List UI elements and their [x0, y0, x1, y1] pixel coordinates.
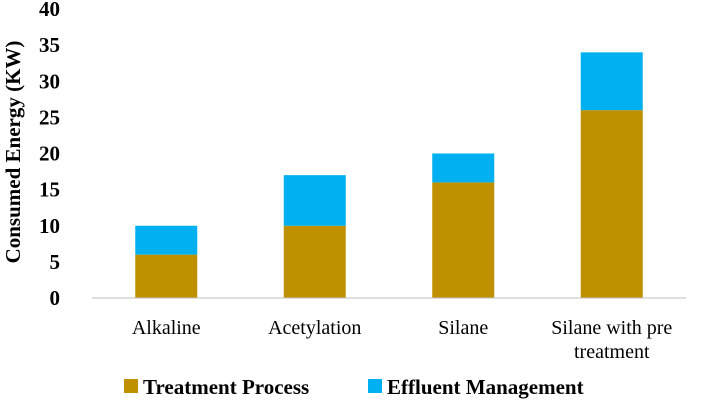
bar-effluent-management	[432, 153, 495, 183]
x-tick-label: Acetylation	[268, 317, 361, 339]
y-tick-label: 30	[39, 69, 60, 93]
legend-swatch	[368, 379, 382, 393]
legend-label: Effluent Management	[387, 375, 584, 399]
y-tick-label: 5	[50, 250, 61, 274]
y-tick-label: 20	[39, 142, 60, 166]
legend: Treatment Process Effluent Management	[124, 375, 584, 399]
bar-effluent-management	[580, 52, 643, 111]
y-tick-label: 15	[39, 178, 60, 202]
bar-effluent-management	[283, 175, 346, 226]
bar-treatment-process	[432, 182, 495, 298]
y-tick-label: 10	[39, 214, 60, 238]
bars	[135, 52, 643, 299]
y-tick-label: 0	[50, 286, 61, 310]
y-tick-label: 35	[39, 33, 60, 57]
y-tick-label: 40	[39, 0, 60, 21]
y-axis-label: Consumed Energy (KW)	[1, 41, 25, 264]
x-axis-tick-labels: Alkaline Acetylation Silane Silane with pre…	[132, 317, 673, 363]
x-tick-label: Silane with pre treatment	[551, 317, 672, 363]
bar-effluent-management	[135, 225, 198, 255]
x-tick-label: Silane	[438, 317, 488, 339]
legend-swatch	[124, 379, 138, 393]
bar-treatment-process	[580, 110, 643, 299]
y-axis-ticks: 0 5 10 15 20 25 30 35 40	[39, 0, 60, 310]
x-tick-label: Alkaline	[132, 317, 201, 339]
y-tick-label: 25	[39, 105, 60, 129]
bar-treatment-process	[283, 225, 346, 298]
y-axis-label-group: Consumed Energy (KW)	[1, 41, 25, 264]
bar-treatment-process	[135, 254, 198, 298]
legend-label: Treatment Process	[143, 375, 309, 399]
